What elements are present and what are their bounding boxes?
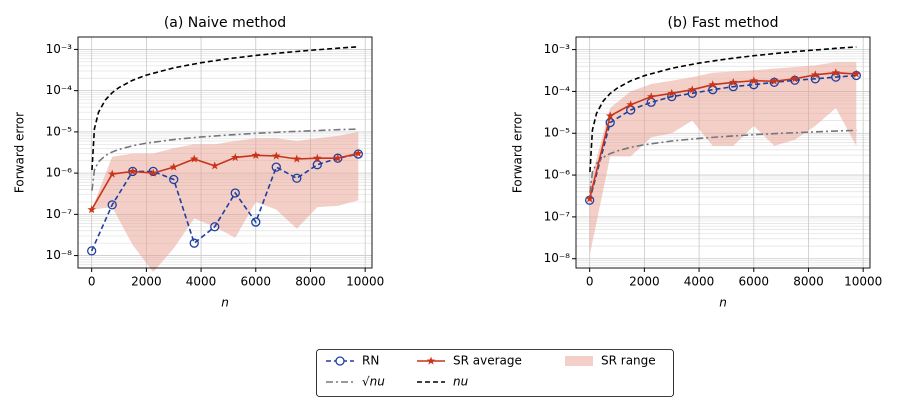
y-tick-label: 10⁻³	[544, 42, 571, 56]
sr-marker	[87, 205, 96, 214]
series-line	[91, 128, 359, 191]
x-tick-label: 0	[586, 275, 594, 289]
rn-marker	[230, 188, 240, 198]
y-tick-label: 10⁻⁴	[46, 83, 73, 97]
sr-marker	[770, 76, 779, 85]
series-line	[90, 152, 359, 211]
sr-marker	[687, 85, 697, 94]
sr-marker	[333, 153, 343, 162]
sr-marker	[831, 68, 841, 77]
sr-marker	[626, 100, 635, 109]
legend-label: SR average	[453, 354, 522, 368]
legend: RN √nu SR average nu SR range	[316, 349, 674, 397]
sr-marker	[128, 166, 137, 176]
y-tick-label: 10⁻⁷	[544, 209, 571, 223]
legend-label: SR range	[601, 354, 656, 368]
y-tick-label: 10⁻⁸	[544, 251, 571, 265]
axes-frame	[77, 36, 373, 269]
y-tick-label: 10⁻⁵	[544, 126, 571, 140]
series-line	[589, 46, 857, 172]
x-tick-label: 4000	[684, 275, 715, 289]
y-tick-label: 10⁻⁵	[46, 124, 73, 138]
sr-marker	[585, 194, 594, 203]
x-tick-label: 2000	[131, 275, 162, 289]
legend-marker	[426, 356, 436, 365]
rn-marker	[251, 217, 261, 227]
x-tick-label: 2000	[629, 275, 660, 289]
legend-label: nu	[453, 375, 469, 389]
y-tick-label: 10⁻⁷	[46, 207, 73, 221]
y-tick-label: 10⁻⁸	[46, 248, 73, 262]
rn-marker	[271, 162, 281, 172]
x-axis-label: n	[221, 296, 229, 310]
x-tick-label: 8000	[793, 275, 824, 289]
x-tick-label: 6000	[240, 275, 271, 289]
sr-marker	[292, 154, 302, 163]
sr-marker	[272, 151, 281, 160]
subplot: 10⁻⁸ 10⁻⁷ 10⁻⁶ 10⁻⁵ 10⁻⁴ 10⁻³ 0 2000 4000 6000 800…	[13, 15, 385, 310]
sr-range-area	[589, 62, 857, 256]
chart-title: (b) Fast method	[668, 15, 779, 31]
rn-marker	[107, 200, 117, 210]
sr-range-area	[91, 131, 359, 272]
sr-marker	[790, 74, 800, 83]
series-line	[91, 45, 359, 171]
y-tick-label: 10⁻⁶	[46, 166, 73, 180]
rn-marker	[189, 238, 199, 248]
rn-marker	[210, 222, 220, 232]
x-tick-label: 4000	[186, 275, 217, 289]
sr-marker	[728, 77, 738, 86]
chart-title: (a) Naive method	[164, 15, 286, 31]
legend-marker	[335, 356, 345, 366]
x-tick-label: 6000	[738, 275, 769, 289]
sr-marker	[169, 162, 178, 171]
y-axis-label: Forward error	[13, 112, 27, 193]
rn-marker	[312, 160, 322, 170]
rn-marker	[292, 173, 302, 183]
sr-marker	[811, 70, 820, 79]
y-tick-label: 10⁻⁶	[544, 168, 571, 182]
sr-marker	[646, 92, 656, 101]
sr-marker	[148, 168, 158, 177]
rn-marker	[169, 174, 179, 185]
y-tick-label: 10⁻³	[46, 42, 73, 56]
sr-marker	[354, 148, 363, 158]
sr-marker	[251, 150, 261, 159]
legend-swatch	[565, 356, 593, 366]
y-axis-label: Forward error	[511, 112, 525, 193]
sr-marker	[107, 169, 117, 178]
legend-label: √nu	[362, 375, 385, 389]
sr-marker	[189, 154, 199, 163]
y-tick-label: 10⁻⁴	[544, 84, 571, 98]
x-tick-label: 10000	[844, 275, 882, 289]
sr-marker	[749, 76, 759, 85]
sr-marker	[708, 80, 718, 89]
x-axis-label: n	[719, 296, 727, 310]
x-tick-label: 8000	[295, 275, 326, 289]
subplot: 10⁻⁸ 10⁻⁷ 10⁻⁶ 10⁻⁵ 10⁻⁴ 10⁻³ 0 2000 4000 6000 800…	[511, 15, 883, 310]
x-tick-label: 0	[88, 275, 96, 289]
sr-marker	[313, 153, 322, 162]
axes-frame	[575, 36, 871, 269]
sr-marker	[605, 111, 615, 120]
sr-marker	[210, 161, 220, 170]
legend-label: RN	[362, 354, 379, 368]
rn-marker	[87, 246, 97, 256]
x-tick-label: 10000	[346, 275, 384, 289]
sr-marker	[852, 69, 861, 78]
sr-marker	[230, 152, 240, 162]
sr-marker	[667, 88, 676, 97]
